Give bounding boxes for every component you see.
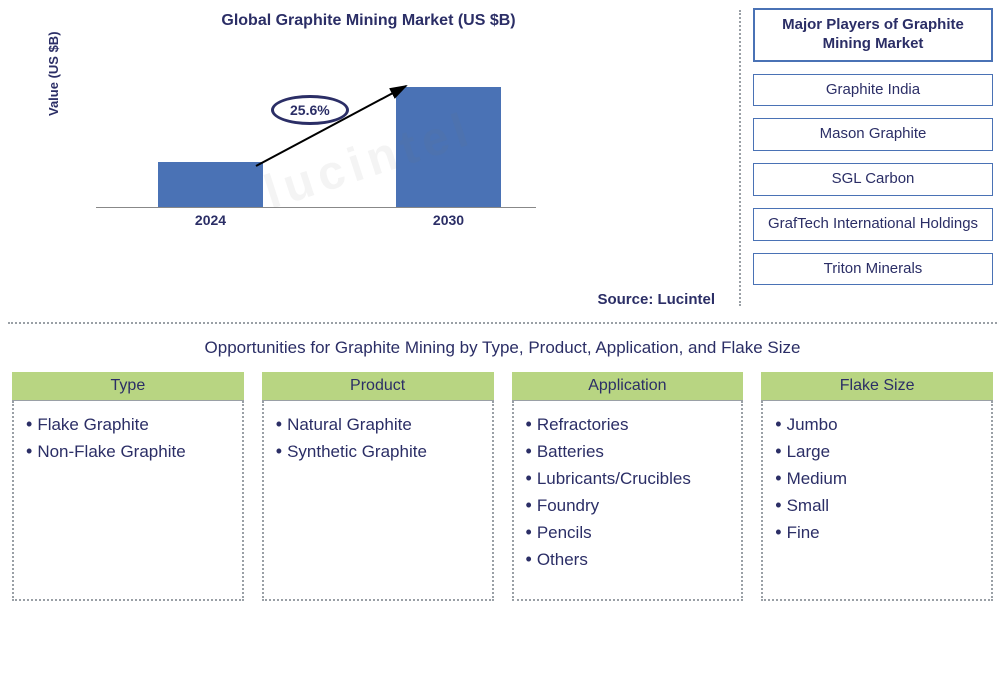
- column-list: Natural GraphiteSynthetic Graphite: [276, 411, 482, 465]
- chart-panel: Global Graphite Mining Market (US $B) Va…: [6, 6, 731, 316]
- chart-plot: 25.6%: [96, 48, 536, 208]
- source-label: Source: Lucintel: [597, 291, 715, 308]
- opportunity-column: Application RefractoriesBatteriesLubrican…: [512, 372, 744, 601]
- top-row: Global Graphite Mining Market (US $B) Va…: [6, 6, 999, 316]
- y-axis-label: Value (US $B): [46, 31, 61, 116]
- column-header: Application: [512, 372, 744, 401]
- x-category-1: 2030: [396, 212, 501, 228]
- opportunity-column: Flake Size JumboLargeMediumSmallFine: [761, 372, 993, 601]
- column-body: JumboLargeMediumSmallFine: [761, 401, 993, 601]
- opportunity-columns: Type Flake GraphiteNon-Flake Graphite Prod…: [6, 372, 999, 601]
- players-header: Major Players of Graphite Mining Market: [753, 8, 993, 62]
- column-header: Type: [12, 372, 244, 401]
- list-item: Non-Flake Graphite: [26, 438, 232, 465]
- chart-title: Global Graphite Mining Market (US $B): [16, 12, 721, 30]
- chart-area: 25.6% 2024 2030: [96, 48, 536, 238]
- opportunity-column: Type Flake GraphiteNon-Flake Graphite: [12, 372, 244, 601]
- column-list: JumboLargeMediumSmallFine: [775, 411, 981, 546]
- column-list: RefractoriesBatteriesLubricants/Crucible…: [526, 411, 732, 573]
- player-item: Graphite India: [753, 74, 993, 107]
- players-panel: Major Players of Graphite Mining Market …: [749, 6, 999, 316]
- list-item: Jumbo: [775, 411, 981, 438]
- player-item: GrafTech International Holdings: [753, 208, 993, 241]
- column-header: Flake Size: [761, 372, 993, 401]
- list-item: Natural Graphite: [276, 411, 482, 438]
- bar-2030: [396, 87, 501, 207]
- bar-2024: [158, 162, 263, 207]
- list-item: Foundry: [526, 492, 732, 519]
- list-item: Medium: [775, 465, 981, 492]
- list-item: Refractories: [526, 411, 732, 438]
- list-item: Synthetic Graphite: [276, 438, 482, 465]
- list-item: Small: [775, 492, 981, 519]
- player-item: Triton Minerals: [753, 253, 993, 286]
- player-item: Mason Graphite: [753, 118, 993, 151]
- player-item: SGL Carbon: [753, 163, 993, 196]
- cagr-badge: 25.6%: [271, 95, 349, 125]
- list-item: Lubricants/Crucibles: [526, 465, 732, 492]
- list-item: Pencils: [526, 519, 732, 546]
- column-header: Product: [262, 372, 494, 401]
- players-list: Graphite India Mason Graphite SGL Carbon Gr…: [753, 74, 993, 286]
- list-item: Flake Graphite: [26, 411, 232, 438]
- horizontal-divider: [8, 322, 997, 324]
- opportunity-column: Product Natural GraphiteSynthetic Graphit…: [262, 372, 494, 601]
- column-body: Natural GraphiteSynthetic Graphite: [262, 401, 494, 601]
- x-category-0: 2024: [158, 212, 263, 228]
- column-body: RefractoriesBatteriesLubricants/Crucible…: [512, 401, 744, 601]
- list-item: Batteries: [526, 438, 732, 465]
- opportunities-title: Opportunities for Graphite Mining by Typ…: [6, 338, 999, 358]
- vertical-divider: [739, 10, 741, 306]
- list-item: Others: [526, 546, 732, 573]
- list-item: Large: [775, 438, 981, 465]
- list-item: Fine: [775, 519, 981, 546]
- column-body: Flake GraphiteNon-Flake Graphite: [12, 401, 244, 601]
- column-list: Flake GraphiteNon-Flake Graphite: [26, 411, 232, 465]
